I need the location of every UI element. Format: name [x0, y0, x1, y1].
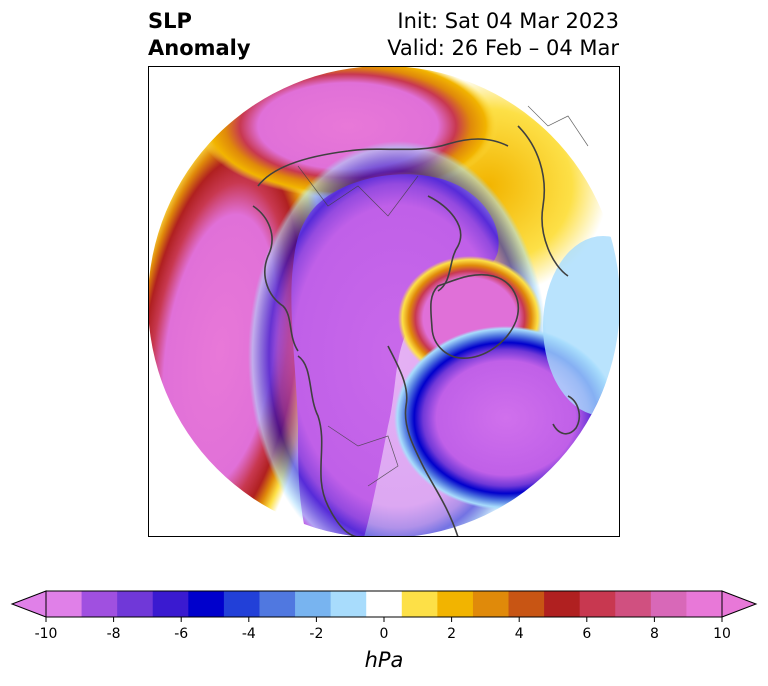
border-lines-2: [327, 425, 399, 487]
borders: [297, 105, 589, 487]
map-svg: [148, 66, 620, 538]
asia-pacific-coast: [252, 205, 299, 352]
colorbar-extend-max: [721, 590, 758, 618]
colorbar-tick-label: -4: [242, 626, 256, 642]
colorbar-segment: [46, 591, 83, 617]
colorbar-tick-label: -8: [107, 626, 121, 642]
colorbar: -10 -8 -6 -4 -2 0 2 4 6 8 10: [10, 590, 758, 642]
colorbar-segment: [223, 591, 260, 617]
title-line-2: Anomaly: [148, 36, 251, 60]
colorbar-segments: [10, 590, 758, 618]
colorbar-segment: [295, 591, 332, 617]
colorbar-segment: [472, 591, 510, 617]
americas-west-coast: [297, 355, 359, 538]
colorbar-segment: [401, 591, 438, 617]
init-date: Init: Sat 04 Mar 2023: [397, 9, 619, 33]
colorbar-segment: [615, 591, 652, 617]
arctic-coast: [427, 195, 462, 292]
eurasia-coast: [257, 138, 509, 187]
colorbar-extend-min: [10, 590, 47, 618]
colorbar-tick-label: -10: [35, 626, 58, 642]
colorbar-tick-label: -6: [174, 626, 188, 642]
colorbar-segment: [188, 591, 225, 617]
colorbar-tick-label: 10: [713, 626, 731, 642]
greenland-coast: [430, 273, 520, 359]
border-lines-1: [297, 165, 419, 217]
east-asia-coast: [517, 125, 569, 277]
map-panel: [148, 66, 620, 538]
map-title: SLP Anomaly: [148, 8, 251, 62]
colorbar-segment: [152, 591, 189, 617]
colorbar-tick-label: 2: [447, 626, 456, 642]
colorbar-tick-label: 6: [582, 626, 591, 642]
border-lines-3: [527, 105, 589, 147]
colorbar-segment: [366, 591, 403, 617]
colorbar-segment: [330, 591, 367, 617]
map-dates: Init: Sat 04 Mar 2023 Valid: 26 Feb – 04…: [387, 8, 619, 62]
colorbar-segment: [544, 591, 581, 617]
map-border: [148, 66, 620, 537]
colorbar-segment: [579, 591, 616, 617]
east-blue-anomaly: [543, 236, 620, 416]
uk-coast: [552, 395, 580, 435]
colorbar-tick-label: 0: [380, 626, 389, 642]
colorbar-ticks: -10 -8 -6 -4 -2 0 2 4 6 8 10: [35, 617, 731, 642]
colorbar-segment: [81, 591, 118, 617]
colorbar-tick-label: 8: [650, 626, 659, 642]
colorbar-segment: [650, 591, 687, 617]
colorbar-unit: hPa: [364, 648, 404, 672]
colorbar-tick-label: -2: [309, 626, 323, 642]
colorbar-segment: [686, 591, 723, 617]
colorbar-segment: [508, 591, 545, 617]
colorbar-segment: [259, 591, 296, 617]
americas-east-coast: [387, 345, 459, 538]
colorbar-segment: [437, 591, 474, 617]
valid-dates: Valid: 26 Feb – 04 Mar: [387, 36, 619, 60]
colorbar-tick-label: 4: [515, 626, 524, 642]
title-line-1: SLP: [148, 9, 192, 33]
anomaly-field: [148, 66, 620, 538]
colorbar-segment: [117, 591, 154, 617]
coastlines: [252, 125, 580, 538]
